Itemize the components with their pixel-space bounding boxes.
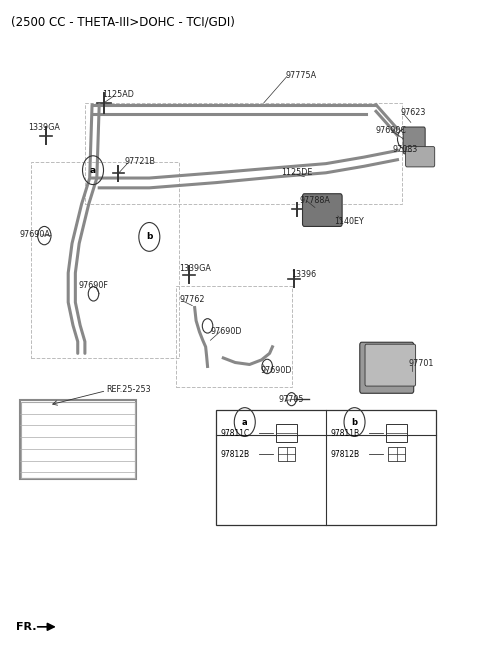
Text: 97690C: 97690C [375,125,406,135]
Text: 1339GA: 1339GA [180,265,211,273]
Text: 97811B: 97811B [331,428,360,438]
Text: 97690D: 97690D [210,327,242,336]
Bar [278,447,295,461]
Text: 97788A: 97788A [299,196,330,205]
Text: 97705: 97705 [278,396,304,404]
Text: b: b [351,418,358,426]
Text: 1140EY: 1140EY [335,217,364,226]
Text: 97701: 97701 [409,359,434,369]
Text: b: b [146,233,153,241]
Text: 97721B: 97721B [124,156,155,166]
Text: (2500 CC - THETA-III>DOHC - TCI/GDI): (2500 CC - THETA-III>DOHC - TCI/GDI) [11,16,235,29]
Text: 97811C: 97811C [221,428,250,438]
Text: 13396: 13396 [291,270,316,279]
Text: 97690F: 97690F [79,281,108,290]
Text: 97690D: 97690D [261,366,292,375]
Text: REF.25-253: REF.25-253 [107,385,151,394]
Text: 1339GA: 1339GA [29,123,60,132]
Text: 1125DE: 1125DE [281,168,313,177]
Text: 1125AD: 1125AD [103,91,134,99]
FancyBboxPatch shape [403,127,425,154]
Text: 97812B: 97812B [221,449,250,459]
Text: 97775A: 97775A [285,71,316,79]
Bar [216,410,436,525]
FancyBboxPatch shape [360,342,414,394]
Text: a: a [90,166,96,175]
Text: 97762: 97762 [180,295,205,304]
FancyBboxPatch shape [302,194,342,227]
FancyBboxPatch shape [406,147,435,167]
Bar [388,447,405,461]
Text: 97623: 97623 [401,108,426,117]
Text: 97083: 97083 [393,145,418,154]
Bar [386,424,407,442]
Text: FR.: FR. [16,622,36,632]
Text: a: a [242,418,248,426]
Text: 97690A: 97690A [19,230,50,238]
Text: 97812B: 97812B [331,449,360,459]
FancyBboxPatch shape [365,344,416,386]
Bar [276,424,297,442]
